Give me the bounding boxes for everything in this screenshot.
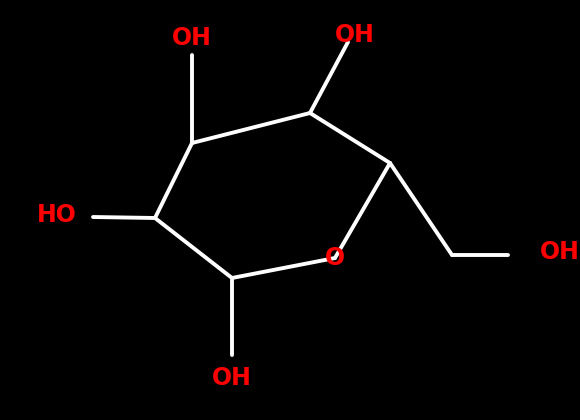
Text: OH: OH <box>212 366 252 390</box>
Text: OH: OH <box>540 240 580 264</box>
Text: OH: OH <box>172 26 212 50</box>
Text: OH: OH <box>335 23 375 47</box>
Text: O: O <box>325 246 345 270</box>
Text: HO: HO <box>37 203 77 227</box>
